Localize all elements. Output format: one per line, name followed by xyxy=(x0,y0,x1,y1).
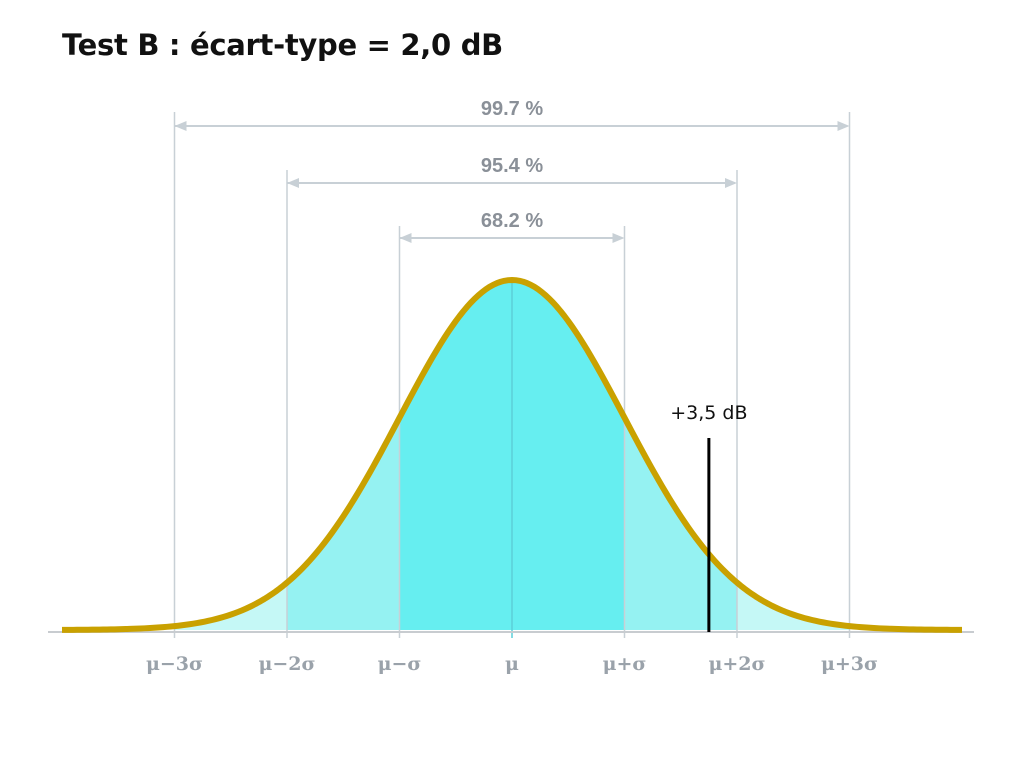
x-tick-label: μ xyxy=(505,653,519,675)
distribution-curve xyxy=(61,277,963,633)
arrowhead-right xyxy=(725,178,737,188)
band-label: 68.2 % xyxy=(481,210,543,232)
fill-outer-left xyxy=(174,582,287,630)
band-label: 95.4 % xyxy=(481,155,543,177)
arrowhead-right xyxy=(837,121,850,131)
x-tick-label: μ+3σ xyxy=(821,653,878,675)
arrowhead-left xyxy=(287,178,299,188)
arrowhead-left xyxy=(399,233,412,243)
chart-title: Test B : écart-type = 2,0 dB xyxy=(62,28,503,62)
x-tick-label: μ+σ xyxy=(603,653,647,675)
arrowhead-left xyxy=(174,121,187,131)
x-tick-label: μ−σ xyxy=(378,653,422,675)
x-tick-label: μ−2σ xyxy=(258,653,315,675)
x-tick-label: μ−3σ xyxy=(146,653,203,675)
marker-label: +3,5 dB xyxy=(670,402,747,424)
x-tick-label: μ+2σ xyxy=(708,653,765,675)
arrowhead-right xyxy=(612,233,625,243)
fill-outer-right xyxy=(737,582,850,630)
band-label: 99.7 % xyxy=(481,98,543,120)
